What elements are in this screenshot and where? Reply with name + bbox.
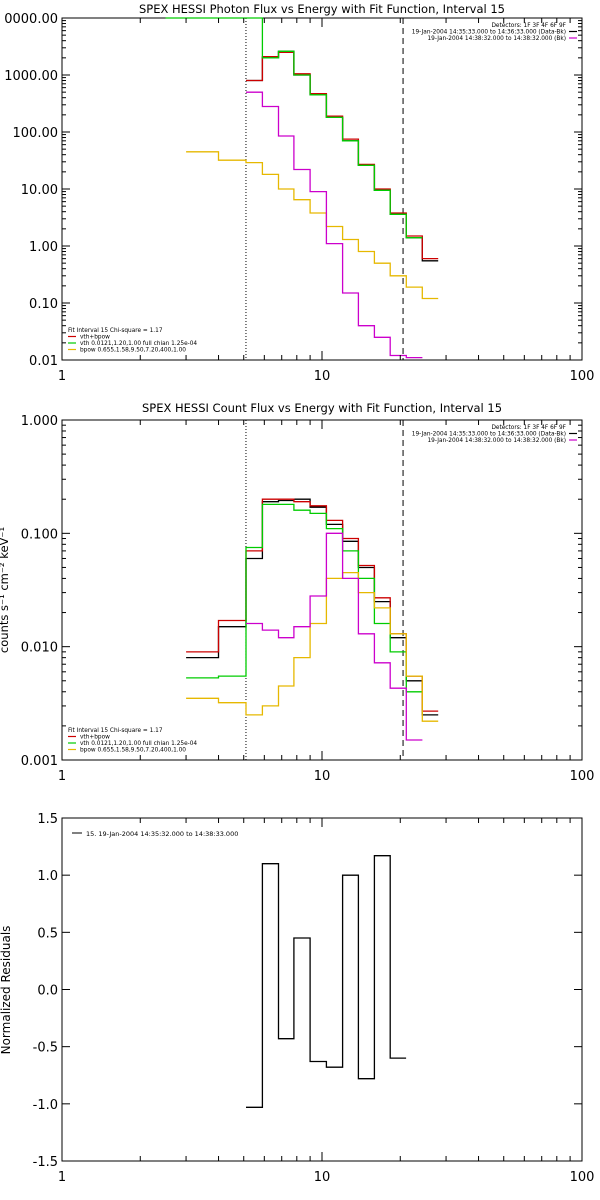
legend-entry: vth+bpow (80, 735, 110, 741)
photon-flux-title: SPEX HESSI Photon Flux vs Energy with Fi… (139, 2, 505, 16)
y-tick-label: 0.0 (37, 984, 58, 999)
residuals-legend-top: 15. 19-Jan-2004 14:35:32.000 to 14:38:33… (72, 830, 238, 838)
residuals-x-axis: 1 10 100 (58, 818, 595, 1185)
x-tick-label: 10 (314, 769, 331, 784)
count-flux-y-label: counts s⁻¹ cm⁻² keV⁻¹ (0, 527, 11, 653)
photon-flux-series (165, 17, 439, 359)
photon-flux-x-axis: 1 10 100 (58, 18, 595, 384)
residuals-y-label: Normalized Residuals (0, 926, 13, 1055)
series-total-line (186, 498, 439, 712)
y-tick-label: 0000.00 (4, 12, 58, 27)
photon-flux-legend-bottom: Fit Interval 15 Chi-square = 1.17vth+bpo… (68, 328, 197, 354)
x-tick-label: 1 (58, 1170, 66, 1185)
series-bpow-line (186, 571, 439, 722)
legend-entry: Fit Interval 15 Chi-square = 1.17 (68, 328, 163, 334)
legend-entry: Detectors: 1F 3F 4F 6F 9F (491, 23, 566, 29)
x-tick-label: 100 (570, 769, 595, 784)
count-flux-plot-frame (61, 419, 583, 761)
legend-entry: 19-Jan-2004 14:35:33.000 to 14:36:33.000… (412, 432, 566, 438)
y-tick-label: 1.000 (21, 414, 58, 429)
y-tick-label: 1.5 (37, 812, 58, 827)
y-tick-label: 0.01 (29, 354, 58, 369)
series-bpow-line (186, 151, 439, 300)
residuals-panel: Normalized Residuals -1.5-1.0-0.50.00.51… (0, 812, 594, 1185)
y-tick-label: 1.00 (29, 240, 58, 255)
legend-entry: bpow 0.655,1.58,9.50,7.20,400,1.00 (80, 348, 186, 354)
legend-entry: 19-Jan-2004 14:38:32.000 to 14:38:32.000… (427, 438, 566, 444)
legend-entry: 19-Jan-2004 14:35:33.000 to 14:36:33.000… (412, 30, 566, 36)
count-flux-panel: SPEX HESSI Count Flux vs Energy with Fit… (0, 401, 594, 784)
residuals-plot-frame (61, 817, 583, 1162)
x-tick-label: 1 (58, 369, 66, 384)
y-tick-label: 0.10 (29, 297, 58, 312)
legend-entry: bpow 0.655,1.58,9.50,7.20,400,1.00 (80, 748, 186, 754)
x-tick-label: 10 (314, 369, 331, 384)
count-flux-x-axis: 1 10 100 (58, 420, 595, 784)
residuals-y-axis: -1.5 -1.0 -0.5 0.0 0.5 1.0 1.5 (33, 812, 582, 1170)
legend-entry: vth 0.0121,1.20,1.00 full chian 1.25e-04 (80, 341, 197, 347)
y-tick-label: -1.0 (33, 1098, 58, 1113)
legend-entry: vth+bpow (80, 335, 110, 341)
y-tick-label: 0.010 (21, 641, 58, 656)
legend-entry: Fit Interval 15 Chi-square = 1.17 (68, 728, 163, 734)
series-vth-line (165, 17, 423, 239)
photon-flux-y-axis: 0.01 0.10 1.00 10.00 100.00 1000.00 0000.00 (4, 12, 582, 369)
series-data-line (186, 498, 439, 716)
y-tick-label: 100.00 (13, 126, 59, 141)
y-tick-label: 0.100 (21, 527, 58, 542)
photon-flux-boundary-lines (245, 18, 404, 360)
legend-entry: 19-Jan-2004 14:38:32.000 to 14:38:32.000… (427, 36, 566, 42)
legend-entry: Detectors: 1F 3F 4F 6F 9F (491, 425, 566, 431)
series-data-line (246, 855, 407, 1108)
count-flux-series (186, 498, 439, 741)
photon-flux-plot-frame (61, 17, 583, 361)
y-tick-label: 0.5 (37, 926, 58, 941)
x-tick-label: 10 (314, 1170, 331, 1185)
photon-flux-panel: SPEX HESSI Photon Flux vs Energy with Fi… (4, 2, 594, 384)
y-tick-label: 1.0 (37, 869, 58, 884)
y-tick-label: -0.5 (33, 1041, 58, 1056)
y-tick-label: -1.5 (33, 1155, 58, 1170)
x-tick-label: 100 (570, 369, 595, 384)
y-tick-label: 1000.00 (4, 69, 58, 84)
y-tick-label: 0.001 (21, 754, 58, 769)
residuals-series (246, 855, 407, 1108)
count-flux-boundary-lines (245, 420, 404, 760)
series-bk-line (246, 532, 423, 741)
count-flux-y-axis: 0.001 0.010 0.100 1.000 (21, 414, 582, 769)
legend-entry: 15. 19-Jan-2004 14:35:32.000 to 14:38:33… (86, 830, 238, 838)
x-tick-label: 1 (58, 769, 66, 784)
legend-entry: vth 0.0121,1.20,1.00 full chian 1.25e-04 (80, 741, 197, 747)
series-bk-line (246, 91, 423, 359)
x-tick-label: 100 (570, 1170, 595, 1185)
count-flux-legend-bottom: Fit Interval 15 Chi-square = 1.17vth+bpo… (68, 728, 197, 754)
y-tick-label: 10.00 (21, 183, 58, 198)
count-flux-title: SPEX HESSI Count Flux vs Energy with Fit… (142, 401, 502, 415)
